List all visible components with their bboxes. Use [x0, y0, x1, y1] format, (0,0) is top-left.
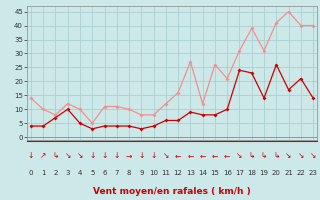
Text: 1: 1 [41, 170, 45, 176]
Text: ↓: ↓ [150, 152, 157, 160]
Text: 2: 2 [53, 170, 58, 176]
Text: 16: 16 [223, 170, 232, 176]
Text: 15: 15 [211, 170, 220, 176]
Text: ↓: ↓ [114, 152, 120, 160]
Text: 3: 3 [66, 170, 70, 176]
Text: 0: 0 [28, 170, 33, 176]
Text: 18: 18 [247, 170, 256, 176]
Text: ↳: ↳ [249, 152, 255, 160]
Text: 14: 14 [198, 170, 207, 176]
Text: ←: ← [199, 152, 206, 160]
Text: 4: 4 [78, 170, 82, 176]
Text: ↘: ↘ [298, 152, 304, 160]
Text: ↳: ↳ [261, 152, 267, 160]
Text: ↘: ↘ [285, 152, 292, 160]
Text: 19: 19 [260, 170, 268, 176]
Text: ↘: ↘ [65, 152, 71, 160]
Text: ↳: ↳ [52, 152, 59, 160]
Text: ↓: ↓ [138, 152, 145, 160]
Text: 20: 20 [272, 170, 281, 176]
Text: →: → [126, 152, 132, 160]
Text: 7: 7 [115, 170, 119, 176]
Text: 5: 5 [90, 170, 94, 176]
Text: ↓: ↓ [28, 152, 34, 160]
Text: 6: 6 [102, 170, 107, 176]
Text: 12: 12 [174, 170, 183, 176]
Text: 13: 13 [186, 170, 195, 176]
Text: ←: ← [187, 152, 194, 160]
Text: 17: 17 [235, 170, 244, 176]
Text: 21: 21 [284, 170, 293, 176]
Text: ←: ← [212, 152, 218, 160]
Text: 10: 10 [149, 170, 158, 176]
Text: ↓: ↓ [89, 152, 95, 160]
Text: 8: 8 [127, 170, 131, 176]
Text: Vent moyen/en rafales ( km/h ): Vent moyen/en rafales ( km/h ) [93, 188, 251, 196]
Text: 11: 11 [161, 170, 170, 176]
Text: ↓: ↓ [101, 152, 108, 160]
Text: 9: 9 [139, 170, 144, 176]
Text: 23: 23 [309, 170, 317, 176]
Text: ↘: ↘ [310, 152, 316, 160]
Text: ←: ← [175, 152, 181, 160]
Text: ↘: ↘ [236, 152, 243, 160]
Text: 22: 22 [296, 170, 305, 176]
Text: ↗: ↗ [40, 152, 46, 160]
Text: ←: ← [224, 152, 230, 160]
Text: ↳: ↳ [273, 152, 279, 160]
Text: ↘: ↘ [77, 152, 83, 160]
Text: ↘: ↘ [163, 152, 169, 160]
